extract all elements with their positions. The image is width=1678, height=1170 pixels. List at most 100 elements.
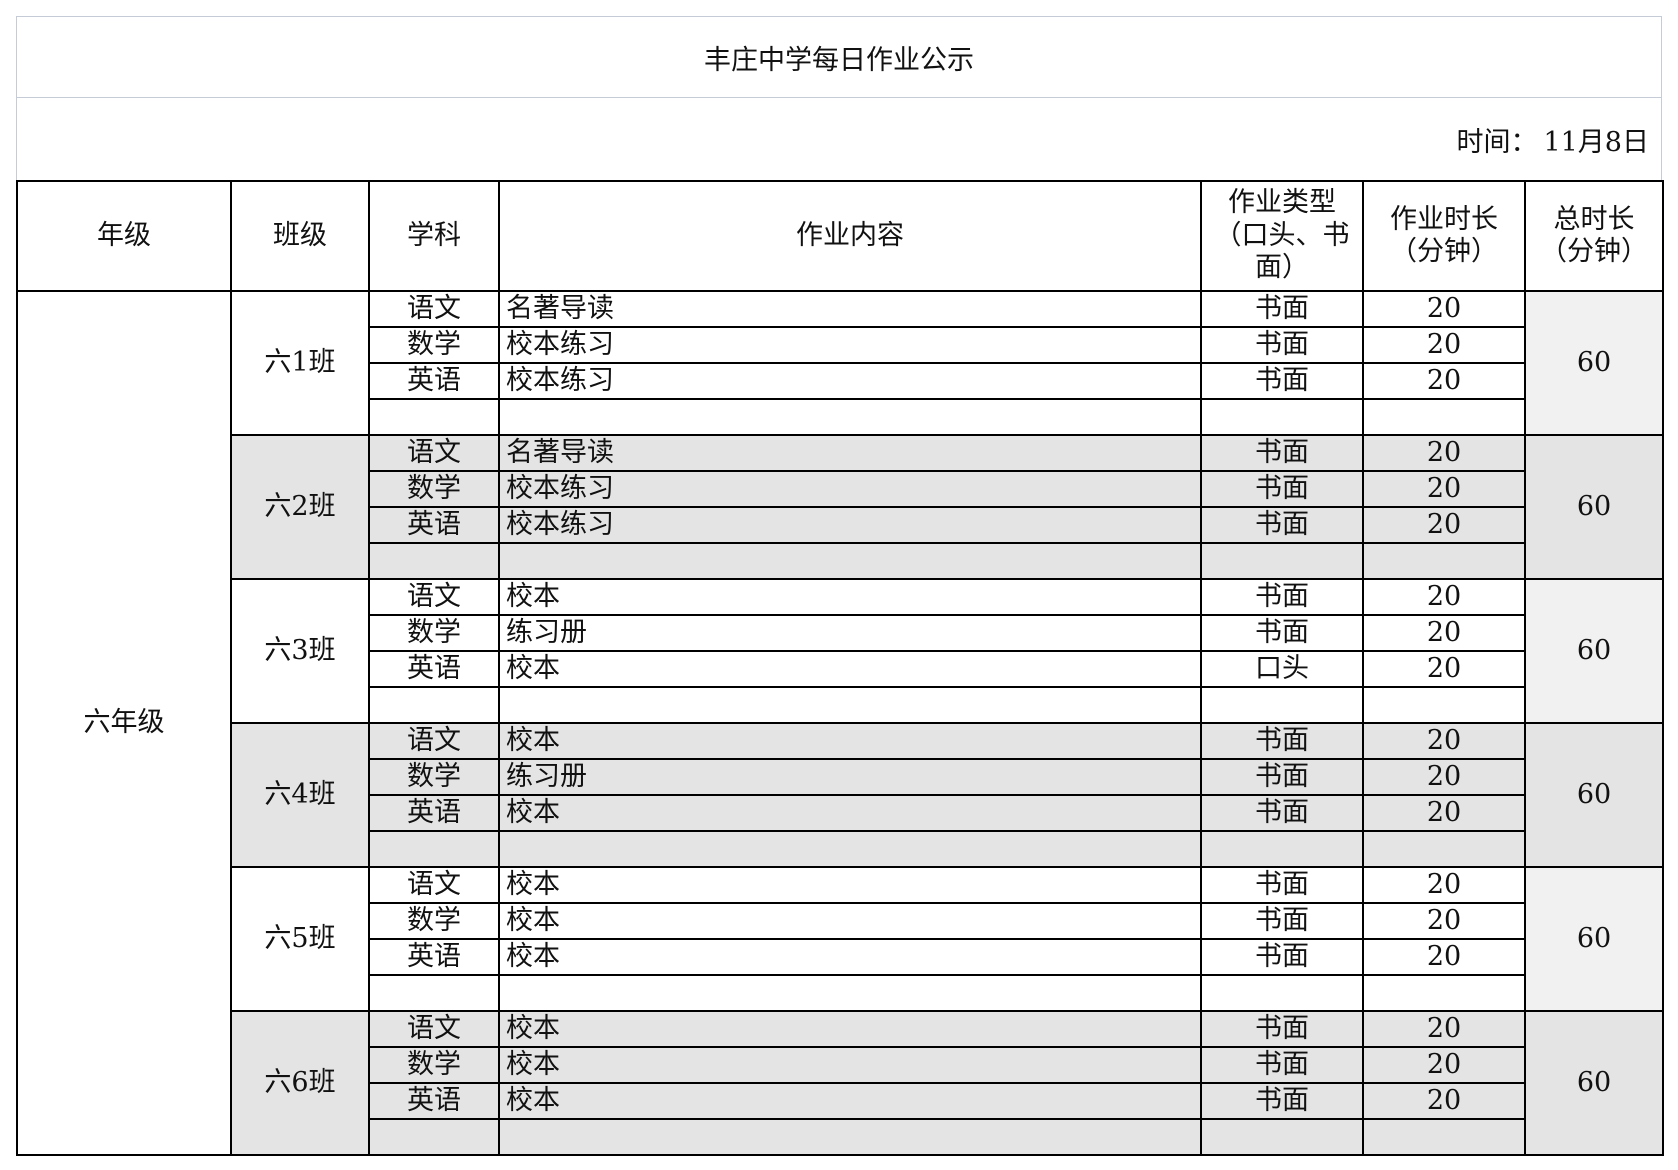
type-cell: 书面 bbox=[1200, 578, 1364, 616]
subject-cell: 语文 bbox=[368, 434, 500, 472]
duration-cell: 20 bbox=[1362, 1010, 1526, 1048]
content-cell bbox=[498, 686, 1202, 724]
header-row: 年级 班级 学科 作业内容 作业类型（口头、书面） 作业时长（分钟） 总时长（分… bbox=[16, 180, 1664, 292]
class-cell: 六6班 bbox=[230, 1010, 370, 1156]
type-cell: 书面 bbox=[1200, 434, 1364, 472]
class-cell: 六4班 bbox=[230, 722, 370, 868]
subject-cell bbox=[368, 686, 500, 724]
duration-cell: 20 bbox=[1362, 470, 1526, 508]
content-cell: 校本 bbox=[498, 938, 1202, 976]
page-title-band: 丰庄中学每日作业公示 bbox=[16, 16, 1662, 99]
duration-cell: 20 bbox=[1362, 1046, 1526, 1084]
type-cell: 书面 bbox=[1200, 1082, 1364, 1120]
table-row bbox=[17, 398, 1663, 436]
type-cell: 书面 bbox=[1200, 722, 1364, 760]
type-cell: 书面 bbox=[1200, 758, 1364, 796]
type-cell bbox=[1200, 1118, 1364, 1156]
duration-cell: 20 bbox=[1362, 326, 1526, 364]
header-grade: 年级 bbox=[16, 180, 232, 292]
subject-cell: 语文 bbox=[368, 578, 500, 616]
type-cell: 书面 bbox=[1200, 470, 1364, 508]
type-cell: 书面 bbox=[1200, 290, 1364, 328]
grade-cell: 六年级 bbox=[16, 290, 232, 1156]
table-row: 数学 校本练习 书面 20 bbox=[17, 326, 1663, 364]
subject-cell: 语文 bbox=[368, 1010, 500, 1048]
date-value: 11月8日 bbox=[1543, 126, 1649, 158]
type-cell bbox=[1200, 686, 1364, 724]
subject-cell: 语文 bbox=[368, 866, 500, 904]
duration-cell: 20 bbox=[1362, 1082, 1526, 1120]
date-row: 时间： 11月8日 bbox=[16, 98, 1662, 181]
content-cell bbox=[498, 542, 1202, 580]
total-cell: 60 bbox=[1524, 866, 1664, 1012]
content-cell: 名著导读 bbox=[498, 290, 1202, 328]
duration-cell bbox=[1362, 1118, 1526, 1156]
subject-cell: 英语 bbox=[368, 362, 500, 400]
content-cell: 练习册 bbox=[498, 758, 1202, 796]
duration-cell: 20 bbox=[1362, 794, 1526, 832]
time-label: 时间： bbox=[1456, 126, 1538, 158]
table-row bbox=[17, 974, 1663, 1012]
content-cell: 校本 bbox=[498, 1046, 1202, 1084]
duration-cell: 20 bbox=[1362, 290, 1526, 328]
header-content: 作业内容 bbox=[498, 180, 1202, 292]
content-cell bbox=[498, 974, 1202, 1012]
type-cell: 书面 bbox=[1200, 902, 1364, 940]
type-cell: 书面 bbox=[1200, 362, 1364, 400]
table-row: 英语 校本练习 书面 20 bbox=[17, 362, 1663, 400]
duration-cell: 20 bbox=[1362, 434, 1526, 472]
subject-cell: 数学 bbox=[368, 470, 500, 508]
type-cell: 书面 bbox=[1200, 614, 1364, 652]
content-cell: 校本练习 bbox=[498, 470, 1202, 508]
class-cell: 六1班 bbox=[230, 290, 370, 436]
type-cell: 书面 bbox=[1200, 1046, 1364, 1084]
class-cell: 六2班 bbox=[230, 434, 370, 580]
duration-cell bbox=[1362, 686, 1526, 724]
table-row bbox=[17, 686, 1663, 724]
type-cell: 口头 bbox=[1200, 650, 1364, 688]
table-row: 六5班 语文 校本 书面 20 60 bbox=[17, 866, 1664, 1012]
total-cell: 60 bbox=[1524, 722, 1664, 868]
subject-cell: 英语 bbox=[368, 1082, 500, 1120]
subject-cell: 英语 bbox=[368, 506, 500, 544]
duration-cell: 20 bbox=[1362, 614, 1526, 652]
table-row: 英语 校本 书面 20 bbox=[17, 938, 1663, 976]
page-title: 丰庄中学每日作业公示 bbox=[704, 44, 974, 76]
type-cell: 书面 bbox=[1200, 866, 1364, 904]
table-body: 六年级 六1班 语文 名著导读 书面 20 60 数学 校本练习 书面 20 英语 校本练习 书面 20 六2… bbox=[16, 290, 1664, 1156]
class-cell: 六3班 bbox=[230, 578, 370, 724]
content-cell: 校本 bbox=[498, 902, 1202, 940]
duration-cell: 20 bbox=[1362, 758, 1526, 796]
type-cell bbox=[1200, 830, 1364, 868]
subject-cell bbox=[368, 542, 500, 580]
class-cell: 六5班 bbox=[230, 866, 370, 1012]
subject-cell: 英语 bbox=[368, 794, 500, 832]
duration-cell: 20 bbox=[1362, 722, 1526, 760]
subject-cell: 语文 bbox=[368, 290, 500, 328]
header-class: 班级 bbox=[230, 180, 370, 292]
subject-cell: 数学 bbox=[368, 1046, 500, 1084]
content-cell: 校本练习 bbox=[498, 362, 1202, 400]
duration-cell: 20 bbox=[1362, 650, 1526, 688]
header-total: 总时长（分钟） bbox=[1524, 180, 1664, 292]
content-cell: 校本 bbox=[498, 794, 1202, 832]
table-row: 六2班 语文 名著导读 书面 20 60 bbox=[17, 434, 1664, 580]
content-cell: 校本 bbox=[498, 1082, 1202, 1120]
content-cell: 名著导读 bbox=[498, 434, 1202, 472]
table-row: 英语 校本 口头 20 bbox=[17, 650, 1663, 688]
duration-cell: 20 bbox=[1362, 578, 1526, 616]
total-cell: 60 bbox=[1524, 434, 1664, 580]
type-cell: 书面 bbox=[1200, 1010, 1364, 1048]
duration-cell: 20 bbox=[1362, 866, 1526, 904]
duration-cell: 20 bbox=[1362, 938, 1526, 976]
duration-cell bbox=[1362, 974, 1526, 1012]
content-cell bbox=[498, 1118, 1202, 1156]
subject-cell: 数学 bbox=[368, 902, 500, 940]
subject-cell: 英语 bbox=[368, 938, 500, 976]
homework-table: 年级 班级 学科 作业内容 作业类型（口头、书面） 作业时长（分钟） 总时长（分… bbox=[16, 180, 1664, 1156]
table-row: 数学 校本 书面 20 bbox=[17, 902, 1663, 940]
table-row: 六3班 语文 校本 书面 20 60 bbox=[17, 578, 1664, 724]
header-type: 作业类型（口头、书面） bbox=[1200, 180, 1364, 292]
duration-cell bbox=[1362, 830, 1526, 868]
duration-cell: 20 bbox=[1362, 902, 1526, 940]
